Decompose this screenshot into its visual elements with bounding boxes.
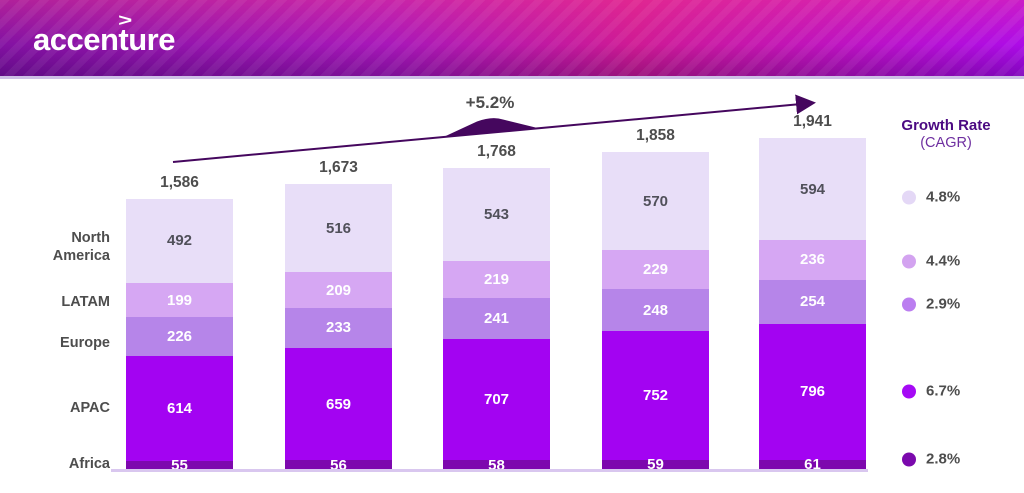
bar-total-label: 1,768 [477, 142, 516, 160]
bar-segment-apac: 707 [443, 339, 550, 461]
bar-segment-africa: 56 [285, 458, 392, 472]
brand-header: accenture > [0, 0, 1024, 79]
row-label-north-america: North America [52, 229, 110, 264]
stacked-bar: 594 236 254 796 61 [759, 138, 866, 473]
legend-item-north-america: 4.8% [902, 189, 960, 206]
stacked-bar: 516 209 233 659 56 [285, 184, 392, 472]
x-axis-line [111, 469, 868, 472]
legend-subtitle: (CAGR) [920, 135, 972, 152]
legend-dot-icon [902, 452, 916, 466]
growth-annotation: +5.2% [465, 93, 515, 112]
legend-item-latam: 4.4% [902, 253, 960, 270]
bar-total-label: 1,673 [319, 159, 358, 177]
row-label-europe: Europe [60, 334, 110, 351]
legend-item-apac: 6.7% [902, 383, 960, 400]
bar-segment-apac: 796 [759, 323, 866, 460]
accenture-logo-text: accenture [33, 22, 175, 57]
bar-total-label: 1,586 [160, 173, 199, 191]
bar-segment-europe: 254 [759, 280, 866, 324]
bar-segment-apac: 614 [126, 355, 233, 461]
bar-segment-north-america: 570 [602, 152, 709, 250]
bar-segment-north-america: 492 [126, 198, 233, 284]
legend-dot-icon [902, 384, 916, 398]
legend-title: Growth Rate [901, 117, 991, 134]
stacked-bar: 543 219 241 707 58 [443, 167, 550, 472]
legend-item-europe: 2.9% [902, 296, 960, 313]
legend-dot-icon [902, 297, 916, 311]
bar-segment-latam: 199 [126, 283, 233, 318]
row-label-latam: LATAM [61, 293, 110, 310]
bar-segment-latam: 209 [285, 272, 392, 308]
bar-segment-latam: 229 [602, 249, 709, 289]
bar-segment-europe: 248 [602, 289, 709, 332]
legend-dot-icon [902, 190, 916, 204]
bar-segment-north-america: 594 [759, 138, 866, 240]
legend-cagr-value: 2.8% [926, 450, 961, 468]
accenture-logo: accenture > [33, 12, 175, 57]
legend-cagr-value: 4.8% [926, 188, 961, 206]
legend-cagr-value: 4.4% [926, 252, 961, 270]
bar-segment-europe: 241 [443, 298, 550, 340]
legend-item-africa: 2.8% [902, 451, 960, 468]
bar-segment-europe: 226 [126, 317, 233, 356]
growth-bump-shape [443, 118, 540, 138]
bar-segment-apac: 752 [602, 331, 709, 460]
bar-segment-latam: 219 [443, 260, 550, 299]
row-label-apac: APAC [69, 399, 110, 416]
legend-cagr-value: 6.7% [926, 382, 961, 400]
legend-cagr-value: 2.9% [926, 295, 961, 313]
legend-header: Growth Rate (CAGR) [876, 117, 1016, 153]
legend-dot-icon [902, 254, 916, 268]
bar-segment-latam: 236 [759, 239, 866, 281]
bar-segment-apac: 659 [285, 347, 392, 461]
bar-segment-europe: 233 [285, 307, 392, 348]
bar-segment-africa: 61 [759, 457, 866, 473]
bar-segment-north-america: 543 [443, 167, 550, 261]
bar-total-label: 1,858 [636, 127, 675, 145]
stacked-bar: 492 199 226 614 55 [126, 198, 233, 473]
stacked-bar: 570 229 248 752 59 [602, 152, 709, 472]
bar-segment-africa: 58 [443, 458, 550, 472]
bar-segment-north-america: 516 [285, 184, 392, 273]
bar-total-label: 1,941 [793, 113, 832, 131]
row-label-africa: Africa [68, 455, 110, 472]
accenture-chevron-icon: > [118, 10, 133, 31]
bar-segment-africa: 59 [602, 457, 709, 472]
